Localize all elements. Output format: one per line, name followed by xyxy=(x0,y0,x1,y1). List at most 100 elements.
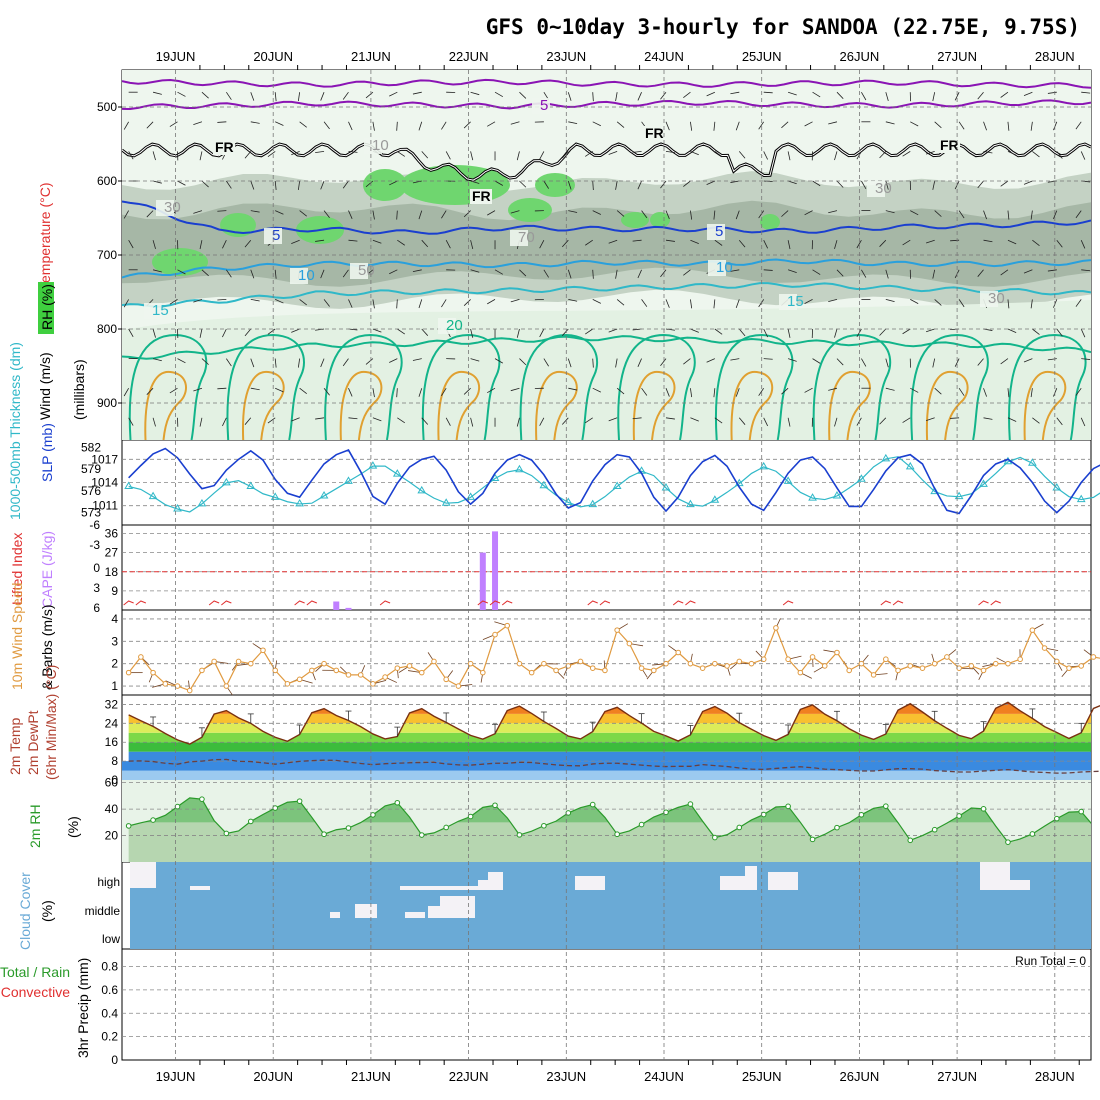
temp-line xyxy=(128,701,1100,745)
wind-barb xyxy=(275,210,284,215)
wind-barb xyxy=(592,299,601,304)
wind-barb xyxy=(781,210,789,217)
wind-speed-point xyxy=(357,672,364,678)
wind-barb xyxy=(615,358,618,368)
cape-bar xyxy=(479,552,486,610)
wind-speed-point xyxy=(712,660,718,667)
wind-barb xyxy=(470,91,480,96)
wind-barb xyxy=(730,91,740,95)
thickness-point xyxy=(515,464,524,473)
wind-barb xyxy=(738,151,746,159)
wind-speed-point xyxy=(968,663,975,669)
wind-barb xyxy=(299,121,307,128)
cloud-mid-cell xyxy=(428,906,442,918)
wind-barb xyxy=(585,151,593,157)
contour-label-bg xyxy=(510,230,528,246)
wind-barb xyxy=(1007,328,1017,334)
temp-band xyxy=(128,704,1091,714)
wind-barb xyxy=(1075,387,1082,396)
rh-blob xyxy=(363,169,407,201)
wind-barb xyxy=(885,180,889,190)
wind-barb xyxy=(902,328,911,335)
date-label-bottom: 28JUN xyxy=(1035,1069,1075,1084)
wind-barb xyxy=(1000,358,1009,365)
wind-speed-point xyxy=(382,674,388,680)
wind-barb xyxy=(714,328,723,335)
wind-barb xyxy=(763,358,773,360)
date-label-bottom: 26JUN xyxy=(840,1069,880,1084)
rh-point xyxy=(247,818,254,825)
wind-barb xyxy=(539,151,545,160)
wind-barb xyxy=(828,121,838,125)
wind-barb xyxy=(275,387,284,393)
wind-barb xyxy=(910,299,919,304)
contour-label: 10 xyxy=(372,137,389,154)
li-marker xyxy=(672,600,684,606)
wind-barb xyxy=(418,299,423,309)
date-label-top: 23JUN xyxy=(546,49,586,64)
wind-barb xyxy=(412,180,422,184)
wind-speed-point xyxy=(296,676,303,683)
wind-barb xyxy=(690,210,693,220)
li-marker xyxy=(294,600,305,606)
precip-axis-label: 3hr Precip (mm) xyxy=(75,958,91,1058)
wind-barb xyxy=(372,210,375,220)
wind-barb xyxy=(592,358,594,368)
upper-air-labels: Wind (m/s) Temperature (°C) RH (%) (mill… xyxy=(37,182,87,420)
wind10m-label-1: 10m Wind Speed xyxy=(9,583,25,690)
wind-barb xyxy=(365,91,374,99)
wind-barb xyxy=(169,121,178,127)
wind-barb xyxy=(1023,91,1033,96)
wind-barb xyxy=(812,180,821,187)
wind-barb xyxy=(320,180,325,190)
wind-barb xyxy=(519,91,527,99)
wind-speed-point xyxy=(345,672,352,678)
wind-barb xyxy=(217,121,227,123)
teal-contour xyxy=(1008,333,1087,440)
panel-side-labels: 1000-500mb Thickness (dm) SLP (mb) Lifte… xyxy=(0,342,91,1058)
millibars-axis-label: (millibars) xyxy=(71,359,87,420)
wind-barb xyxy=(348,239,358,242)
temp-band xyxy=(128,702,1091,705)
wind-barb xyxy=(372,417,382,422)
wind-barb xyxy=(1000,91,1009,98)
wind-barb xyxy=(608,151,618,155)
wind-barb xyxy=(226,91,232,100)
thickness-point xyxy=(612,481,622,489)
li-marker xyxy=(685,600,696,606)
wind-barb xyxy=(396,210,398,220)
wind-barb xyxy=(932,358,936,368)
wind-barb xyxy=(418,388,423,397)
rh-point xyxy=(614,831,620,838)
wind-barb xyxy=(1080,417,1086,427)
wind-barb xyxy=(690,239,699,244)
wind-barb xyxy=(713,121,716,131)
thickness-point xyxy=(246,481,256,489)
wind-barb xyxy=(123,299,129,308)
li-marker xyxy=(477,600,488,606)
rh-point xyxy=(223,830,230,837)
wind-barb xyxy=(445,151,451,160)
li-marker xyxy=(782,600,794,606)
wind-barb xyxy=(372,388,375,398)
wind-speed-point xyxy=(406,663,413,669)
contour-label-bg xyxy=(980,291,998,307)
teal-contour xyxy=(519,333,599,440)
wind-barb xyxy=(519,180,527,188)
wind-barb xyxy=(665,299,670,308)
warm-contour xyxy=(535,370,578,440)
wind-speed-point xyxy=(431,658,437,665)
wind-barb xyxy=(568,121,578,125)
isotherm-line xyxy=(122,282,1091,308)
wind-speed-point xyxy=(443,676,449,683)
wind-axis-label: Wind (m/s) xyxy=(37,352,53,420)
wind-barb xyxy=(177,358,186,364)
wind-barb xyxy=(275,299,284,304)
cloud-level-labels: high middle low xyxy=(85,875,121,946)
wind-barb xyxy=(788,358,797,362)
wind-barb xyxy=(244,151,252,159)
wind-barb xyxy=(487,299,496,305)
wind-barb xyxy=(315,151,325,154)
rh-blob xyxy=(400,165,510,205)
wind-barb xyxy=(954,92,960,101)
